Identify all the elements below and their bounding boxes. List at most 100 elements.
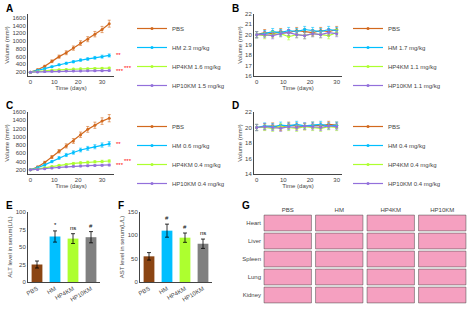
svg-text:AST level in serum(L/L): AST level in serum(L/L) [119, 216, 125, 279]
svg-text:ns: ns [200, 230, 206, 236]
svg-text:0: 0 [22, 279, 26, 285]
svg-text:20: 20 [307, 79, 314, 85]
svg-text:16: 16 [245, 73, 252, 79]
svg-text:100: 100 [16, 209, 27, 215]
svg-text:HP4KM 1.6 mg/kg: HP4KM 1.6 mg/kg [172, 64, 221, 70]
svg-text:1600: 1600 [12, 15, 26, 21]
svg-text:0: 0 [29, 79, 33, 85]
svg-text:HM: HM [335, 207, 344, 213]
svg-text:30: 30 [99, 177, 106, 183]
svg-text:Time (days): Time (days) [55, 183, 86, 189]
svg-text:HP10KM 0.4 mg/kg: HP10KM 0.4 mg/kg [388, 181, 440, 187]
svg-text:1200: 1200 [12, 30, 26, 36]
svg-text:B: B [232, 3, 239, 14]
svg-text:HP4KM: HP4KM [166, 285, 187, 301]
svg-text:HP4KM: HP4KM [380, 207, 401, 213]
svg-text:20: 20 [245, 32, 252, 38]
svg-text:0: 0 [29, 177, 33, 183]
svg-text:20: 20 [245, 125, 252, 131]
svg-text:HP4KM 0.4 mg/kg: HP4KM 0.4 mg/kg [172, 162, 221, 168]
svg-text:#: # [165, 215, 169, 221]
svg-text:***: *** [116, 162, 124, 168]
svg-text:25: 25 [19, 262, 26, 268]
svg-text:PBS: PBS [388, 124, 400, 130]
svg-text:**: ** [116, 52, 121, 58]
svg-text:Volume (mm³): Volume (mm³) [237, 26, 243, 64]
svg-text:16: 16 [245, 156, 252, 162]
svg-text:20: 20 [75, 177, 82, 183]
svg-text:1000: 1000 [12, 38, 26, 44]
svg-text:1400: 1400 [12, 23, 26, 29]
svg-text:*: * [54, 222, 57, 228]
svg-text:Liver: Liver [248, 238, 261, 244]
svg-text:HM 2.3 mg/kg: HM 2.3 mg/kg [172, 45, 209, 51]
svg-text:1000: 1000 [12, 134, 26, 140]
svg-text:10: 10 [280, 177, 287, 183]
svg-text:30: 30 [333, 79, 340, 85]
svg-text:ALT level in serum(L/L): ALT level in serum(L/L) [7, 216, 13, 277]
svg-text:A: A [6, 3, 13, 14]
svg-text:600: 600 [16, 150, 27, 156]
svg-text:800: 800 [16, 46, 27, 52]
svg-text:PBS: PBS [26, 285, 39, 296]
svg-text:F: F [118, 200, 124, 211]
svg-text:20: 20 [75, 79, 82, 85]
svg-text:HP10KM: HP10KM [430, 207, 454, 213]
svg-text:10: 10 [280, 79, 287, 85]
svg-text:HP10KM: HP10KM [181, 285, 205, 302]
svg-text:30: 30 [333, 177, 340, 183]
svg-text:HM 0.6 mg/kg: HM 0.6 mg/kg [172, 143, 209, 149]
svg-text:Spleen: Spleen [242, 256, 261, 262]
svg-text:1200: 1200 [12, 126, 26, 132]
svg-text:400: 400 [16, 159, 27, 165]
svg-text:200: 200 [16, 69, 27, 75]
svg-text:50: 50 [131, 256, 138, 262]
svg-text:HP10KM 1.5 mg/kg: HP10KM 1.5 mg/kg [172, 83, 224, 89]
svg-text:600: 600 [16, 54, 27, 60]
svg-text:HP10KM 1.1 mg/kg: HP10KM 1.1 mg/kg [388, 83, 440, 89]
svg-text:Time (days): Time (days) [282, 85, 313, 91]
svg-text:10: 10 [51, 79, 58, 85]
svg-text:PBS: PBS [388, 26, 400, 32]
svg-text:75: 75 [19, 227, 26, 233]
svg-text:1600: 1600 [12, 109, 26, 115]
svg-text:***: *** [124, 158, 132, 164]
svg-text:HP4KM 1.1 mg/kg: HP4KM 1.1 mg/kg [388, 64, 437, 70]
svg-text:***: *** [124, 65, 132, 71]
svg-text:HP10KM 0.4 mg/kg: HP10KM 0.4 mg/kg [172, 181, 224, 187]
svg-text:0: 0 [255, 177, 259, 183]
svg-text:HM 0.4 mg/kg: HM 0.4 mg/kg [388, 143, 425, 149]
svg-text:**: ** [116, 141, 121, 147]
svg-text:19: 19 [245, 42, 252, 48]
svg-text:HM 1.7 mg/kg: HM 1.7 mg/kg [388, 45, 425, 51]
svg-text:Heart: Heart [246, 220, 261, 226]
svg-text:30: 30 [99, 79, 106, 85]
svg-text:18: 18 [245, 140, 252, 146]
svg-text:17: 17 [245, 63, 252, 69]
svg-text:C: C [6, 100, 13, 111]
svg-text:14: 14 [245, 171, 252, 177]
svg-text:HM: HM [158, 285, 169, 295]
svg-text:PBS: PBS [138, 285, 151, 296]
svg-text:#: # [89, 223, 93, 229]
svg-text:100: 100 [128, 232, 139, 238]
svg-text:HP4KM 0.4 mg/kg: HP4KM 0.4 mg/kg [388, 162, 437, 168]
svg-text:22: 22 [245, 11, 252, 17]
svg-text:400: 400 [16, 61, 27, 67]
svg-text:Volume (mm³): Volume (mm³) [237, 124, 243, 162]
svg-text:0: 0 [255, 79, 259, 85]
svg-text:G: G [242, 200, 250, 211]
svg-text:1400: 1400 [12, 117, 26, 123]
svg-text:ns: ns [70, 225, 76, 231]
svg-text:Volume (mm³): Volume (mm³) [4, 26, 10, 64]
svg-text:#: # [183, 224, 187, 230]
svg-text:18: 18 [245, 52, 252, 58]
svg-text:21: 21 [245, 21, 252, 27]
svg-text:HM: HM [46, 285, 57, 295]
svg-text:Time (days): Time (days) [282, 183, 313, 189]
svg-text:PBS: PBS [172, 124, 184, 130]
svg-text:HP10KM: HP10KM [69, 285, 93, 302]
svg-text:Time (days): Time (days) [55, 85, 86, 91]
svg-text:PBS: PBS [172, 26, 184, 32]
svg-text:Kidney: Kidney [243, 292, 261, 298]
